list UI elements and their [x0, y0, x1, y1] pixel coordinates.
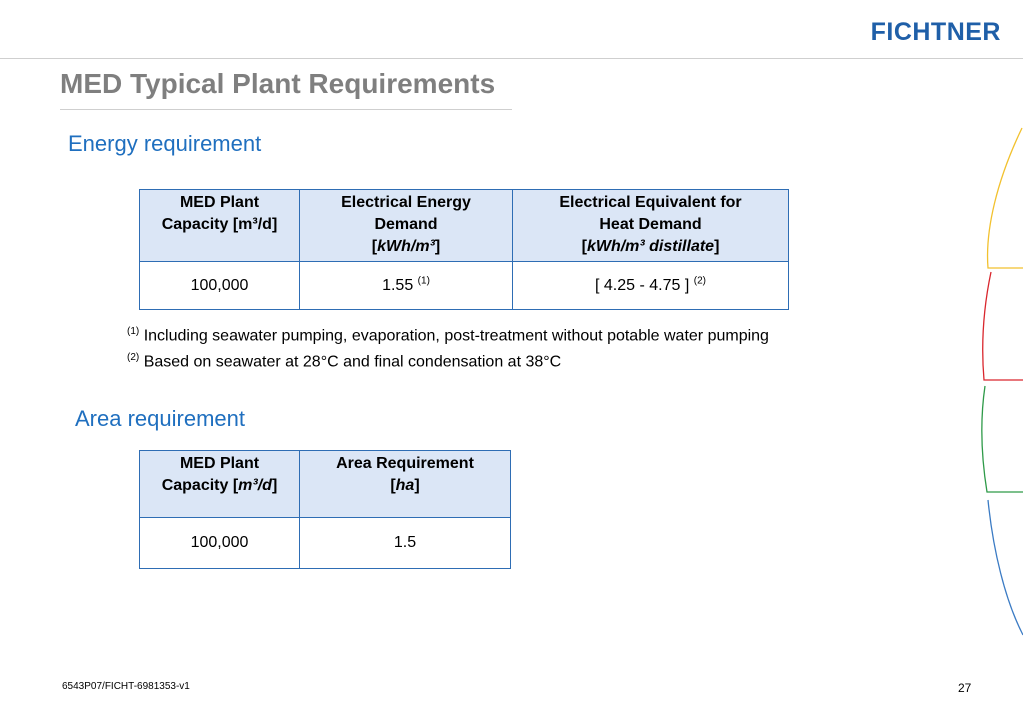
header-line: MED Plant	[179, 455, 260, 472]
energy-requirement-table: MED Plant Capacity [m³/d] Electrical Ene…	[139, 189, 789, 310]
header-capacity: MED Plant Capacity [m³/d]	[139, 450, 300, 518]
footnote-marker: (1)	[127, 326, 140, 337]
page-title: MED Typical Plant Requirements	[60, 68, 496, 99]
header-unit: m³/d	[238, 477, 272, 494]
footnote-text: Including seawater pumping, evaporation,…	[143, 327, 769, 345]
cell-area: 1.5	[299, 517, 511, 569]
title-underline	[60, 109, 512, 110]
header-line: Capacity [m³/d]	[161, 216, 278, 233]
cell-value: 1.55	[382, 276, 414, 294]
header-line: Capacity [	[161, 477, 239, 494]
yellow-arc	[986, 127, 1023, 269]
decorative-arcs	[981, 127, 1023, 636]
table-row: 100,000 1.55 (1) [ 4.25 - 4.75 ] (2)	[139, 261, 789, 310]
header-line: Electrical Equivalent for	[559, 194, 742, 211]
header-area: Area Requirement [ha]	[299, 450, 511, 518]
cell-value: [ 4.25 - 4.75 ]	[595, 276, 690, 294]
header-unit: ha	[395, 477, 415, 494]
cell-electrical: 1.55 (1)	[299, 261, 513, 310]
table-header-row: MED Plant Capacity [m³/d] Electrical Ene…	[139, 189, 789, 262]
green-arc	[981, 385, 1023, 493]
header-line: Demand	[374, 216, 438, 233]
document-code: 6543P07/FICHT-6981353-v1	[62, 681, 190, 692]
energy-section-heading: Energy requirement	[68, 131, 262, 156]
header-line: Area Requirement	[336, 455, 474, 472]
header-line: ]	[271, 477, 278, 494]
footnote-text: Based on seawater at 28°C and final cond…	[143, 353, 562, 371]
header-line: MED Plant	[179, 194, 260, 211]
red-arc	[982, 271, 1023, 381]
table-header-row: MED Plant Capacity [m³/d] Area Requireme…	[139, 450, 511, 518]
cell-capacity: 100,000	[139, 261, 300, 310]
footnotes: (1) Including seawater pumping, evaporat…	[127, 321, 769, 374]
page-number: 27	[958, 681, 972, 695]
area-requirement-table: MED Plant Capacity [m³/d] Area Requireme…	[139, 450, 511, 569]
header-line: Heat Demand	[599, 216, 702, 233]
header-unit: kWh/m³	[377, 238, 435, 255]
header-unit: kWh/m³ distillate	[586, 238, 715, 255]
fichtner-logo: FICHTNER	[870, 18, 1001, 46]
cell-heat: [ 4.25 - 4.75 ] (2)	[512, 261, 789, 310]
footnote-1: (1) Including seawater pumping, evaporat…	[127, 321, 769, 347]
area-section-heading: Area requirement	[75, 406, 245, 431]
header-divider	[0, 58, 1023, 59]
blue-arc	[987, 499, 1023, 636]
footnote-marker: (2)	[127, 352, 140, 364]
footnote-ref: (2)	[693, 275, 706, 287]
header-line: Electrical Energy	[341, 194, 471, 211]
footnote-ref: (1)	[417, 275, 430, 287]
table-row: 100,000 1.5	[139, 517, 511, 569]
header-capacity: MED Plant Capacity [m³/d]	[139, 189, 300, 262]
footnote-2: (2) Based on seawater at 28°C and final …	[127, 347, 769, 373]
cell-capacity: 100,000	[139, 517, 300, 569]
header-electrical-demand: Electrical Energy Demand [kWh/m³]	[299, 189, 513, 262]
header-heat-demand: Electrical Equivalent for Heat Demand [k…	[512, 189, 789, 262]
